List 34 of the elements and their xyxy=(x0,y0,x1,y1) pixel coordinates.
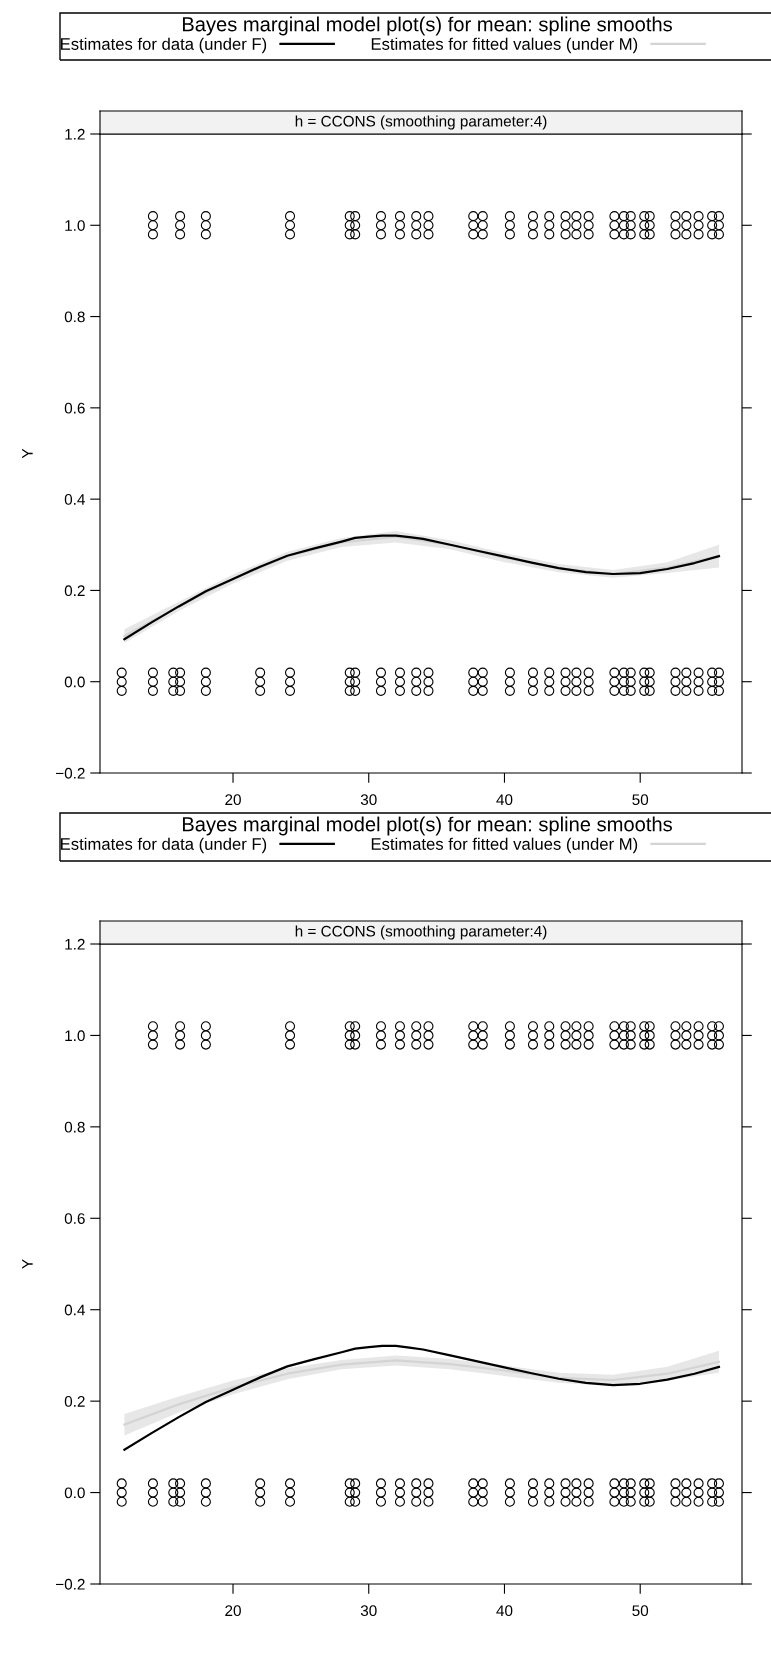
y-axis-title: Y xyxy=(22,448,33,459)
legend-label: Estimates for fitted values (under M) xyxy=(371,37,638,54)
y-tick-label: −0.2 xyxy=(56,1578,85,1590)
y-tick-label: −0.2 xyxy=(56,767,85,779)
y-tick-label: 0.0 xyxy=(64,1487,85,1499)
chart-title: Bayes marginal model plot(s) for mean: spline smooths xyxy=(182,816,672,836)
x-tick-label: 40 xyxy=(496,1605,513,1617)
y-tick-label: 0.2 xyxy=(64,1396,85,1407)
x-tick-label: 40 xyxy=(496,794,513,806)
y-axis-title: Y xyxy=(22,1259,33,1269)
y-tick-label: 1.2 xyxy=(65,938,85,950)
x-tick-label: 20 xyxy=(225,794,241,806)
y-tick-label: 0.6 xyxy=(64,402,85,414)
chart-subtitle: h = CCONS (smoothing parameter:4) xyxy=(295,115,547,130)
x-tick-label: 50 xyxy=(632,1605,649,1617)
chart-subtitle: h = CCONS (smoothing parameter:4) xyxy=(295,925,547,940)
legend-label: Estimates for data (under F) xyxy=(61,837,267,854)
y-tick-label: 0.4 xyxy=(64,1304,85,1316)
x-tick-label: 30 xyxy=(360,794,377,806)
legend-label: Estimates for fitted values (under M) xyxy=(371,837,638,854)
y-tick-label: 0.8 xyxy=(64,1121,85,1133)
y-tick-label: 1.2 xyxy=(65,128,85,140)
y-tick-label: 0.4 xyxy=(64,494,85,505)
y-tick-label: 0.8 xyxy=(64,311,85,323)
y-tick-label: 1.0 xyxy=(65,1030,85,1042)
y-tick-label: 0.2 xyxy=(64,585,85,597)
x-tick-label: 20 xyxy=(225,1605,241,1617)
y-tick-label: 1.0 xyxy=(65,220,85,231)
chart-title: Bayes marginal model plot(s) for mean: spline smooths xyxy=(182,16,672,36)
legend-label: Estimates for data (under F) xyxy=(61,37,267,54)
x-tick-label: 50 xyxy=(632,794,649,806)
x-tick-label: 30 xyxy=(360,1605,377,1617)
y-tick-label: 0.6 xyxy=(64,1213,85,1224)
y-tick-label: 0.0 xyxy=(64,676,85,688)
